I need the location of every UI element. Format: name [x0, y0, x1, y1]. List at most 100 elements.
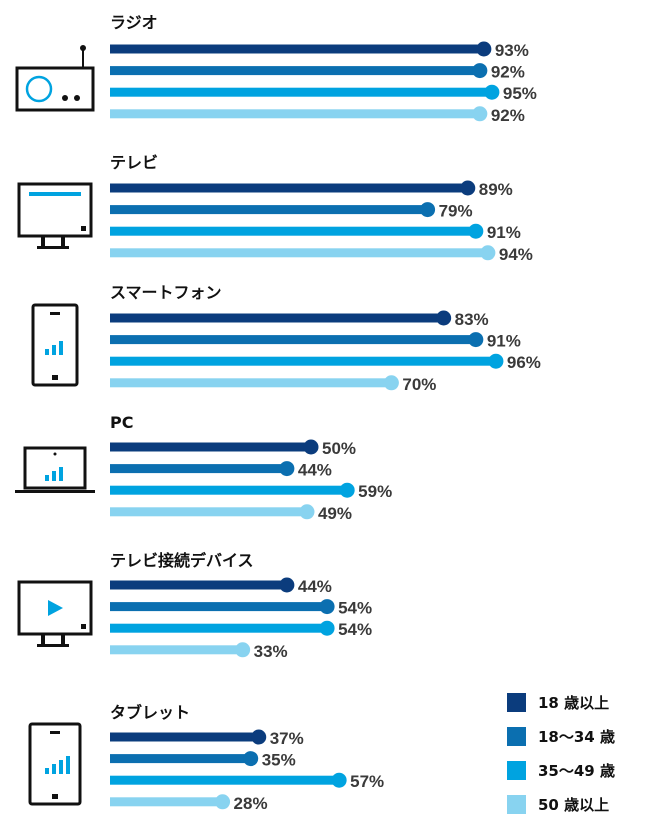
bar — [110, 226, 476, 236]
radio-knob — [62, 95, 68, 101]
bar — [110, 109, 480, 119]
bar-end-dot — [279, 461, 295, 477]
tablet-icon — [28, 722, 82, 806]
tv-leg — [61, 236, 65, 248]
legend-swatch — [507, 794, 526, 814]
bar-end-dot — [243, 751, 259, 767]
bar — [110, 645, 243, 655]
data-label: 33% — [254, 642, 288, 661]
bar-end-dot — [251, 729, 267, 745]
laptop-camera — [53, 452, 57, 456]
data-label: 93% — [495, 41, 529, 60]
data-label: 96% — [507, 353, 541, 372]
smartphone-icon — [31, 303, 79, 387]
data-label: 54% — [338, 599, 372, 618]
bar — [110, 378, 392, 388]
legend-swatch — [507, 692, 526, 712]
legend-swatch — [507, 760, 526, 780]
tv-leg — [41, 634, 45, 646]
category-title: ラジオ — [110, 13, 158, 32]
data-label: 28% — [234, 794, 268, 813]
tv-leg — [61, 634, 65, 646]
signal-bar — [59, 760, 63, 774]
legend-label: 35〜49 歳 — [538, 761, 615, 780]
tv-power-light — [81, 624, 86, 629]
data-label: 70% — [402, 375, 436, 394]
device-frame — [31, 303, 79, 387]
category-title: スマートフォン — [110, 283, 222, 302]
legend-label: 18〜34 歳 — [538, 727, 615, 746]
bar-end-dot — [420, 202, 436, 218]
legend-item-18-34: 18〜34 歳 — [507, 725, 647, 747]
bar — [110, 732, 259, 742]
bar-end-dot — [383, 375, 399, 391]
bar-end-dot — [488, 353, 504, 369]
tv-leg — [41, 236, 45, 248]
tv-bar — [29, 192, 81, 196]
radio-antenna-tip — [80, 45, 86, 51]
data-label: 37% — [270, 729, 304, 748]
bar — [110, 442, 311, 452]
data-label: 50% — [322, 439, 356, 458]
signal-bar — [59, 341, 63, 355]
data-label: 35% — [262, 751, 296, 770]
bar-end-dot — [468, 332, 484, 348]
data-label: 57% — [350, 772, 384, 791]
signal-bar — [45, 768, 49, 774]
data-label: 44% — [298, 577, 332, 596]
data-label: 79% — [439, 202, 473, 221]
signal-bar — [66, 756, 70, 774]
device-frame — [28, 722, 82, 806]
tv-base — [37, 644, 69, 647]
bar — [110, 507, 307, 517]
bar — [110, 623, 328, 633]
legend-item-18-plus: 18 歳以上 — [507, 691, 647, 713]
data-label: 95% — [503, 84, 537, 103]
bar — [110, 464, 287, 474]
signal-bar — [45, 475, 49, 481]
bar — [110, 485, 348, 495]
data-label: 44% — [298, 461, 332, 480]
radio-body — [15, 66, 95, 112]
tv-screen — [17, 182, 93, 238]
bar — [110, 335, 476, 345]
bar — [110, 754, 251, 764]
category-title: テレビ — [110, 153, 158, 172]
category-title: PC — [110, 413, 133, 432]
tv-base — [37, 246, 69, 249]
bar — [110, 183, 468, 193]
bar — [110, 775, 340, 785]
laptop-screen — [23, 446, 87, 490]
radio-icon — [15, 45, 95, 112]
signal-bar — [52, 345, 56, 355]
bar-end-dot — [215, 794, 231, 810]
bar-end-dot — [484, 84, 500, 100]
bar-end-dot — [303, 439, 319, 455]
data-label: 54% — [338, 620, 372, 639]
bar-end-dot — [468, 223, 484, 239]
bar-end-dot — [460, 180, 476, 196]
legend: 18 歳以上 18〜34 歳 35〜49 歳 50 歳以上 — [507, 691, 647, 827]
bar — [110, 602, 328, 612]
radio-speaker — [25, 75, 53, 103]
bar-end-dot — [299, 504, 315, 520]
signal-bar — [59, 467, 63, 481]
data-label: 49% — [318, 504, 352, 523]
tv-connected-device-icon — [17, 580, 93, 647]
legend-item-50-plus: 50 歳以上 — [507, 793, 647, 815]
data-label: 89% — [479, 180, 513, 199]
bar-end-dot — [472, 63, 488, 79]
bar-end-dot — [279, 577, 295, 593]
legend-swatch — [507, 726, 526, 746]
bar-end-dot — [476, 41, 492, 57]
device-speaker — [50, 731, 60, 734]
data-label: 92% — [491, 63, 525, 82]
device-speaker — [50, 312, 60, 315]
signal-bar — [52, 471, 56, 481]
laptop-base — [15, 490, 95, 493]
device-home-button — [52, 375, 58, 380]
data-label: 92% — [491, 106, 525, 125]
legend-label: 18 歳以上 — [538, 693, 610, 712]
device-home-button — [52, 794, 58, 799]
